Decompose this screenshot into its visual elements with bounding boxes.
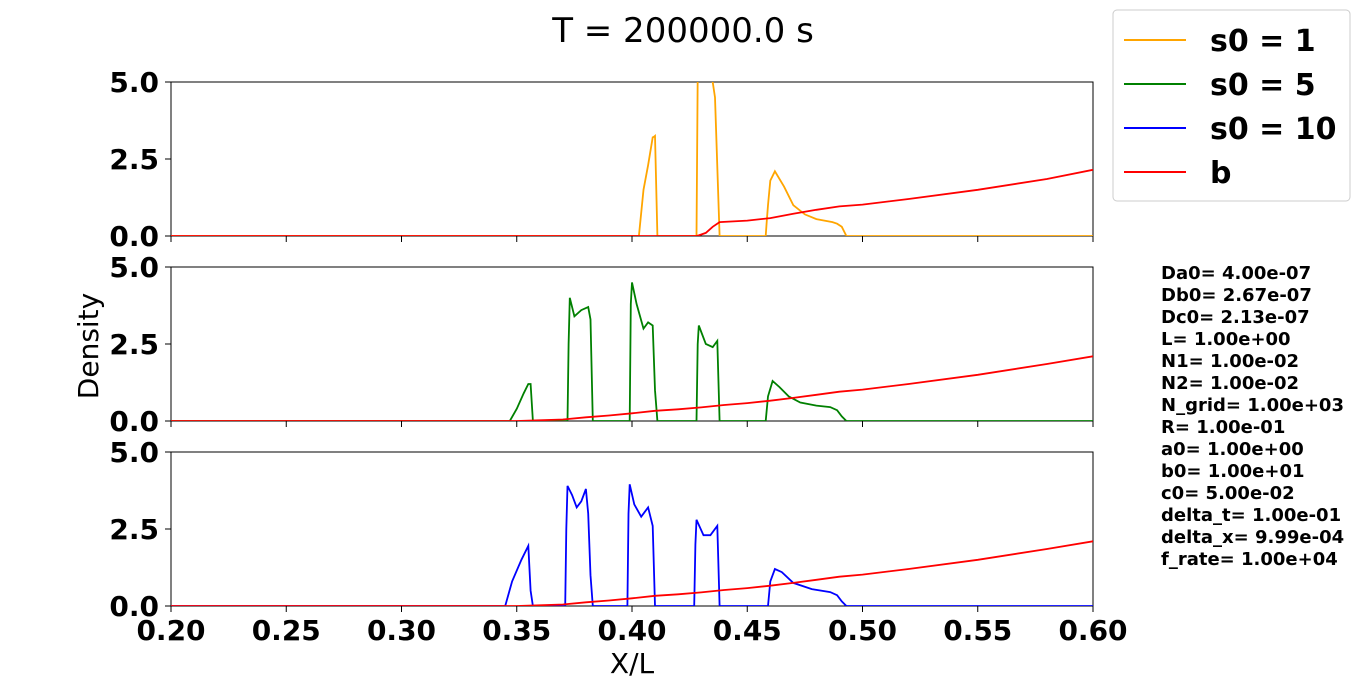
legend-label: s0 = 1	[1210, 24, 1316, 59]
y-tick-label: 5.0	[109, 436, 159, 469]
x-tick-label: 0.45	[713, 614, 782, 647]
parameter-line: f_rate= 1.00e+04	[1161, 549, 1338, 570]
b-line-1	[171, 168, 1093, 236]
plot-frame	[170, 81, 1094, 237]
parameter-line: delta_t= 1.00e-01	[1161, 505, 1341, 526]
chart-title: T = 200000.0 s	[551, 11, 814, 51]
parameter-line: Db0= 2.67e-07	[1161, 285, 1312, 306]
parameter-line: c0= 5.00e-02	[1161, 483, 1295, 504]
x-tick-label: 0.20	[136, 614, 205, 647]
subplots-group: 0.02.55.00.02.55.00.02.55.00.20 0.25 0.30 0…	[109, 66, 1127, 647]
legend-box	[1112, 9, 1351, 202]
y-tick-label: 0.0	[109, 220, 159, 253]
x-tick-label: 0.30	[367, 614, 436, 647]
y-tick-label: 2.5	[109, 328, 159, 361]
plot-frame	[170, 451, 1094, 607]
parameter-line: N2= 1.00e-02	[1161, 373, 1299, 394]
series-line-1	[171, 82, 1093, 236]
x-tick-label: 0.40	[597, 614, 666, 647]
parameter-line: Da0= 4.00e-07	[1161, 263, 1311, 284]
x-tick-label: 0.60	[1058, 614, 1127, 647]
parameter-line: delta_x= 9.99e-04	[1161, 527, 1344, 548]
y-tick-label: 2.5	[109, 513, 159, 546]
b-line-3	[171, 540, 1093, 606]
legend: s0 = 1 s0 = 5 s0 = 10 b	[1112, 9, 1351, 202]
parameter-line: b0= 1.00e+01	[1161, 461, 1305, 482]
parameter-line: N_grid= 1.00e+03	[1161, 395, 1344, 416]
y-tick-label: 0.0	[109, 590, 159, 623]
parameter-line: a0= 1.00e+00	[1161, 439, 1304, 460]
parameter-line: N1= 1.00e-02	[1161, 351, 1299, 372]
parameter-line: L= 1.00e+00	[1161, 329, 1291, 350]
y-tick-label: 5.0	[109, 251, 159, 284]
series-line-2	[171, 282, 1093, 421]
x-tick-label: 0.25	[252, 614, 321, 647]
subplot-3: 0.0 2.5 5.0 0.20 0.25 0.30 0.35 0.40 0.45 0.50 0.5…	[109, 436, 1127, 647]
y-tick-label: 2.5	[109, 143, 159, 176]
series-line-3	[171, 484, 1093, 606]
x-axis-label: X/L	[610, 647, 655, 680]
legend-label: s0 = 10	[1210, 112, 1337, 147]
subplot-1: 0.0 2.5 5.0	[109, 66, 1094, 253]
y-tick-label: 0.0	[109, 405, 159, 438]
b-line-2	[171, 355, 1093, 421]
legend-label: b	[1210, 156, 1231, 191]
subplot-2: 0.0 2.5 5.0	[109, 251, 1094, 438]
x-tick-label: 0.50	[828, 614, 897, 647]
parameter-line: Dc0= 2.13e-07	[1161, 307, 1310, 328]
legend-label: s0 = 5	[1210, 68, 1316, 103]
y-tick-label: 5.0	[109, 66, 159, 99]
y-axis-label: Density	[72, 293, 105, 399]
x-tick-label: 0.55	[943, 614, 1012, 647]
x-tick-label: 0.35	[482, 614, 551, 647]
parameter-line: R= 1.00e-01	[1161, 417, 1285, 438]
